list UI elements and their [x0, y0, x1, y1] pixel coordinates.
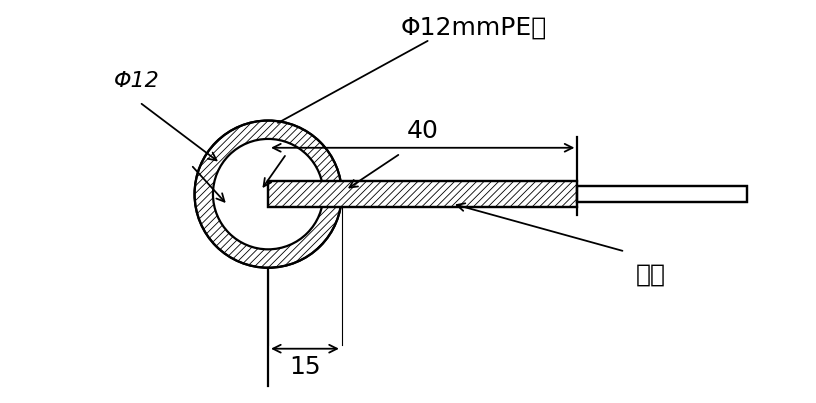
Text: Φ12: Φ12: [113, 71, 159, 91]
Circle shape: [194, 120, 342, 268]
Circle shape: [213, 139, 323, 249]
Text: 焊接: 焊接: [636, 263, 666, 287]
Text: 15: 15: [289, 355, 321, 378]
Bar: [577, 186, 747, 202]
Bar: [268, 181, 577, 208]
Bar: [577, 186, 747, 202]
Bar: [268, 181, 577, 208]
Text: 40: 40: [407, 119, 439, 143]
Text: Φ12mmPE棒: Φ12mmPE棒: [401, 16, 548, 39]
